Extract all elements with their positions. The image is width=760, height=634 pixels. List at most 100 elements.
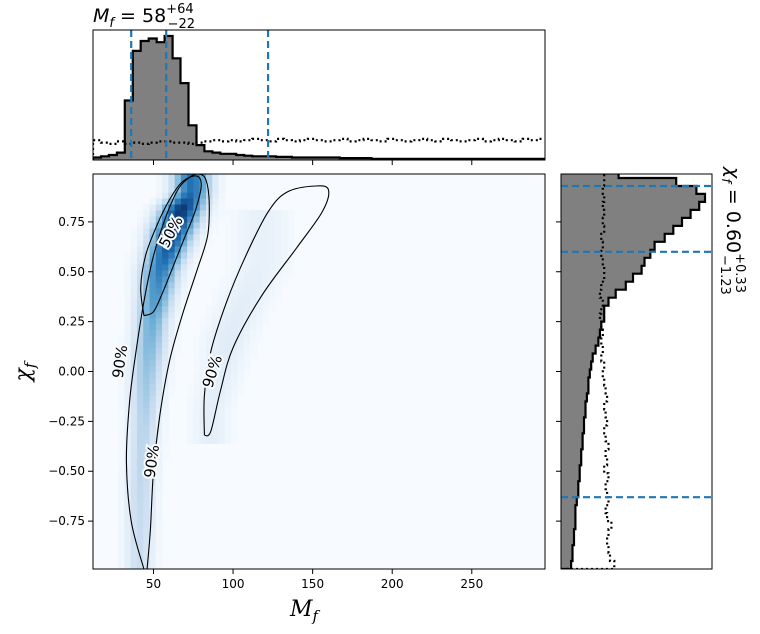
density-cell [143,239,151,247]
density-cell [136,527,144,534]
density-cell [149,521,157,528]
density-cell [256,335,264,343]
density-cell [118,527,125,534]
density-cell [136,377,144,385]
density-cell [124,311,132,319]
density-cell [231,407,238,414]
density-cell [187,239,195,247]
density-cell [149,557,157,564]
density-cell [193,335,201,343]
prior-histogram-dotted [93,137,545,160]
density-cell [136,371,144,379]
density-cell [174,245,182,253]
density-cell [130,473,138,480]
density-cell [212,335,220,343]
density-cell [180,287,188,295]
density-cell [174,197,182,205]
density-cell [149,551,157,558]
density-cell [187,203,195,211]
density-cell [218,317,226,325]
density-cell [149,263,157,271]
density-cell [149,203,157,211]
density-cell [218,203,226,211]
top-title-subscript: f [109,16,116,31]
density-cell [249,275,257,283]
density-cell [162,305,169,313]
density-cell [136,323,144,331]
density-cell [193,174,201,181]
density-cell [193,425,201,432]
density-cell [162,371,169,379]
density-cell [180,269,188,277]
density-cell [149,227,157,235]
density-cell [231,305,238,313]
density-cell [231,263,238,271]
density-cell [193,245,201,253]
density-cell [193,341,201,349]
density-cell [187,389,195,397]
density-cell [124,365,132,373]
density-cell [174,227,182,235]
density-cell [206,323,213,331]
density-cell [275,233,282,241]
x-axis-ticks: 50 100 150 200 250 [146,569,483,591]
density-cell [124,353,132,361]
density-cell [268,209,276,217]
density-cell [143,485,151,492]
density-cell [193,347,201,355]
density-cell [143,509,151,516]
density-cell [130,503,138,510]
density-cell [275,263,282,271]
density-cell [187,263,195,271]
density-cell [155,221,163,229]
density-cell [268,257,276,265]
density-cell [130,287,138,295]
density-cell [206,341,213,349]
density-cell [224,209,232,217]
density-cell [155,371,163,379]
density-cell [212,395,220,403]
density-cell [155,545,163,552]
density-cell [162,209,169,217]
density-cell [275,251,282,259]
density-cell [136,347,144,355]
density-cell [130,371,138,379]
density-cell [168,353,176,361]
density-cell [155,257,163,265]
density-cell [155,557,163,564]
density-cell [155,275,163,283]
density-cell [231,419,238,426]
density-cell [193,419,201,426]
density-cell [199,437,207,444]
density-cell [174,174,182,181]
density-cell [136,497,144,504]
density-cell [243,329,251,337]
density-cell [268,299,276,307]
density-cell [174,299,182,307]
density-cell [193,383,201,391]
density-cell [136,341,144,349]
density-cell [174,293,182,301]
density-cell [124,443,132,450]
density-cell [155,551,163,558]
density-cell [256,317,264,325]
density-cell [224,221,232,229]
density-cell [118,377,125,385]
density-cell [249,281,257,289]
density-cell [143,341,151,349]
y-tick-label: −0.75 [48,514,85,528]
density-cell [149,239,157,247]
density-cell [155,185,163,193]
density-cell [224,269,232,277]
density-cell [237,347,245,355]
density-cell [136,479,144,486]
density-cell [218,275,226,283]
y-tick-label: −0.50 [48,464,85,478]
density-cell [224,389,232,397]
density-cell [231,281,238,289]
density-cell [199,245,207,253]
density-cell [224,281,232,289]
density-cell [180,281,188,289]
density-cell [155,497,163,504]
density-cell [212,371,220,379]
